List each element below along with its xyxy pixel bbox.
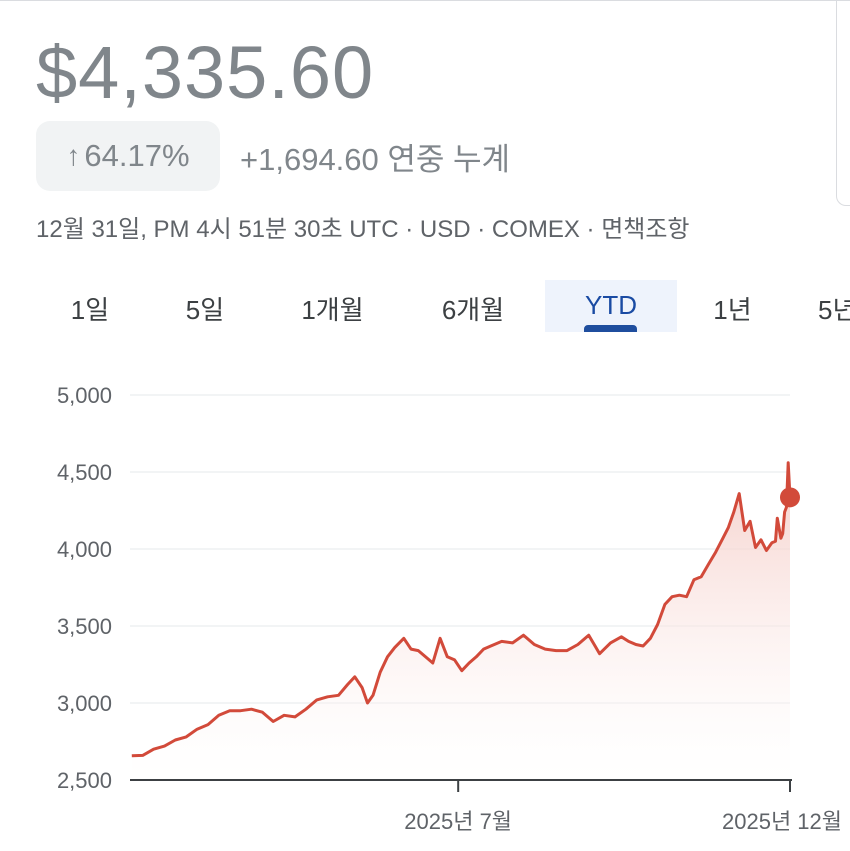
y-tick-label: 2,500 bbox=[57, 768, 112, 793]
y-tick-label: 4,500 bbox=[57, 460, 112, 485]
y-tick-label: 4,000 bbox=[57, 537, 112, 562]
last-price-dot[interactable] bbox=[780, 487, 800, 508]
price-area bbox=[131, 462, 791, 780]
y-tick-label: 3,500 bbox=[57, 614, 112, 639]
x-tick-label: 2025년 7월 bbox=[404, 809, 512, 834]
change-percent-badge: ↑ 64.17% bbox=[36, 121, 220, 191]
tab-1m[interactable]: 1개월 bbox=[301, 295, 364, 325]
tab-5d[interactable]: 5일 bbox=[185, 295, 225, 325]
y-tick-label: 3,000 bbox=[57, 691, 112, 716]
tab-1d[interactable]: 1일 bbox=[70, 295, 110, 325]
arrow-up-icon: ↑ bbox=[66, 140, 81, 171]
price-line bbox=[131, 461, 792, 758]
tab-1y[interactable]: 1년 bbox=[713, 295, 752, 325]
range-tabs: 1일 5일 1개월 6개월 YTD 1년 5년 bbox=[0, 280, 850, 332]
change-percent-value: 64.17% bbox=[84, 138, 190, 173]
current-price: $4,335.60 bbox=[36, 31, 375, 114]
y-axis: 5,000 4,500 4,000 3,500 3,000 2,500 bbox=[57, 383, 112, 793]
tab-5y[interactable]: 5년 bbox=[818, 295, 850, 325]
tab-ytd[interactable]: YTD bbox=[545, 280, 677, 332]
top-divider bbox=[0, 0, 850, 5]
side-panel-edge bbox=[836, 0, 850, 206]
x-axis: 2025년 7월 2025년 12월 bbox=[404, 780, 842, 834]
tab-6m[interactable]: 6개월 bbox=[441, 295, 505, 325]
y-tick-label: 5,000 bbox=[57, 383, 112, 408]
x-tick-label: 2025년 12월 bbox=[722, 809, 842, 834]
quote-meta: 12월 31일, PM 4시 51분 30초 UTC · USD · COMEX… bbox=[36, 216, 690, 243]
change-absolute: +1,694.60 연중 누계 bbox=[240, 142, 511, 177]
